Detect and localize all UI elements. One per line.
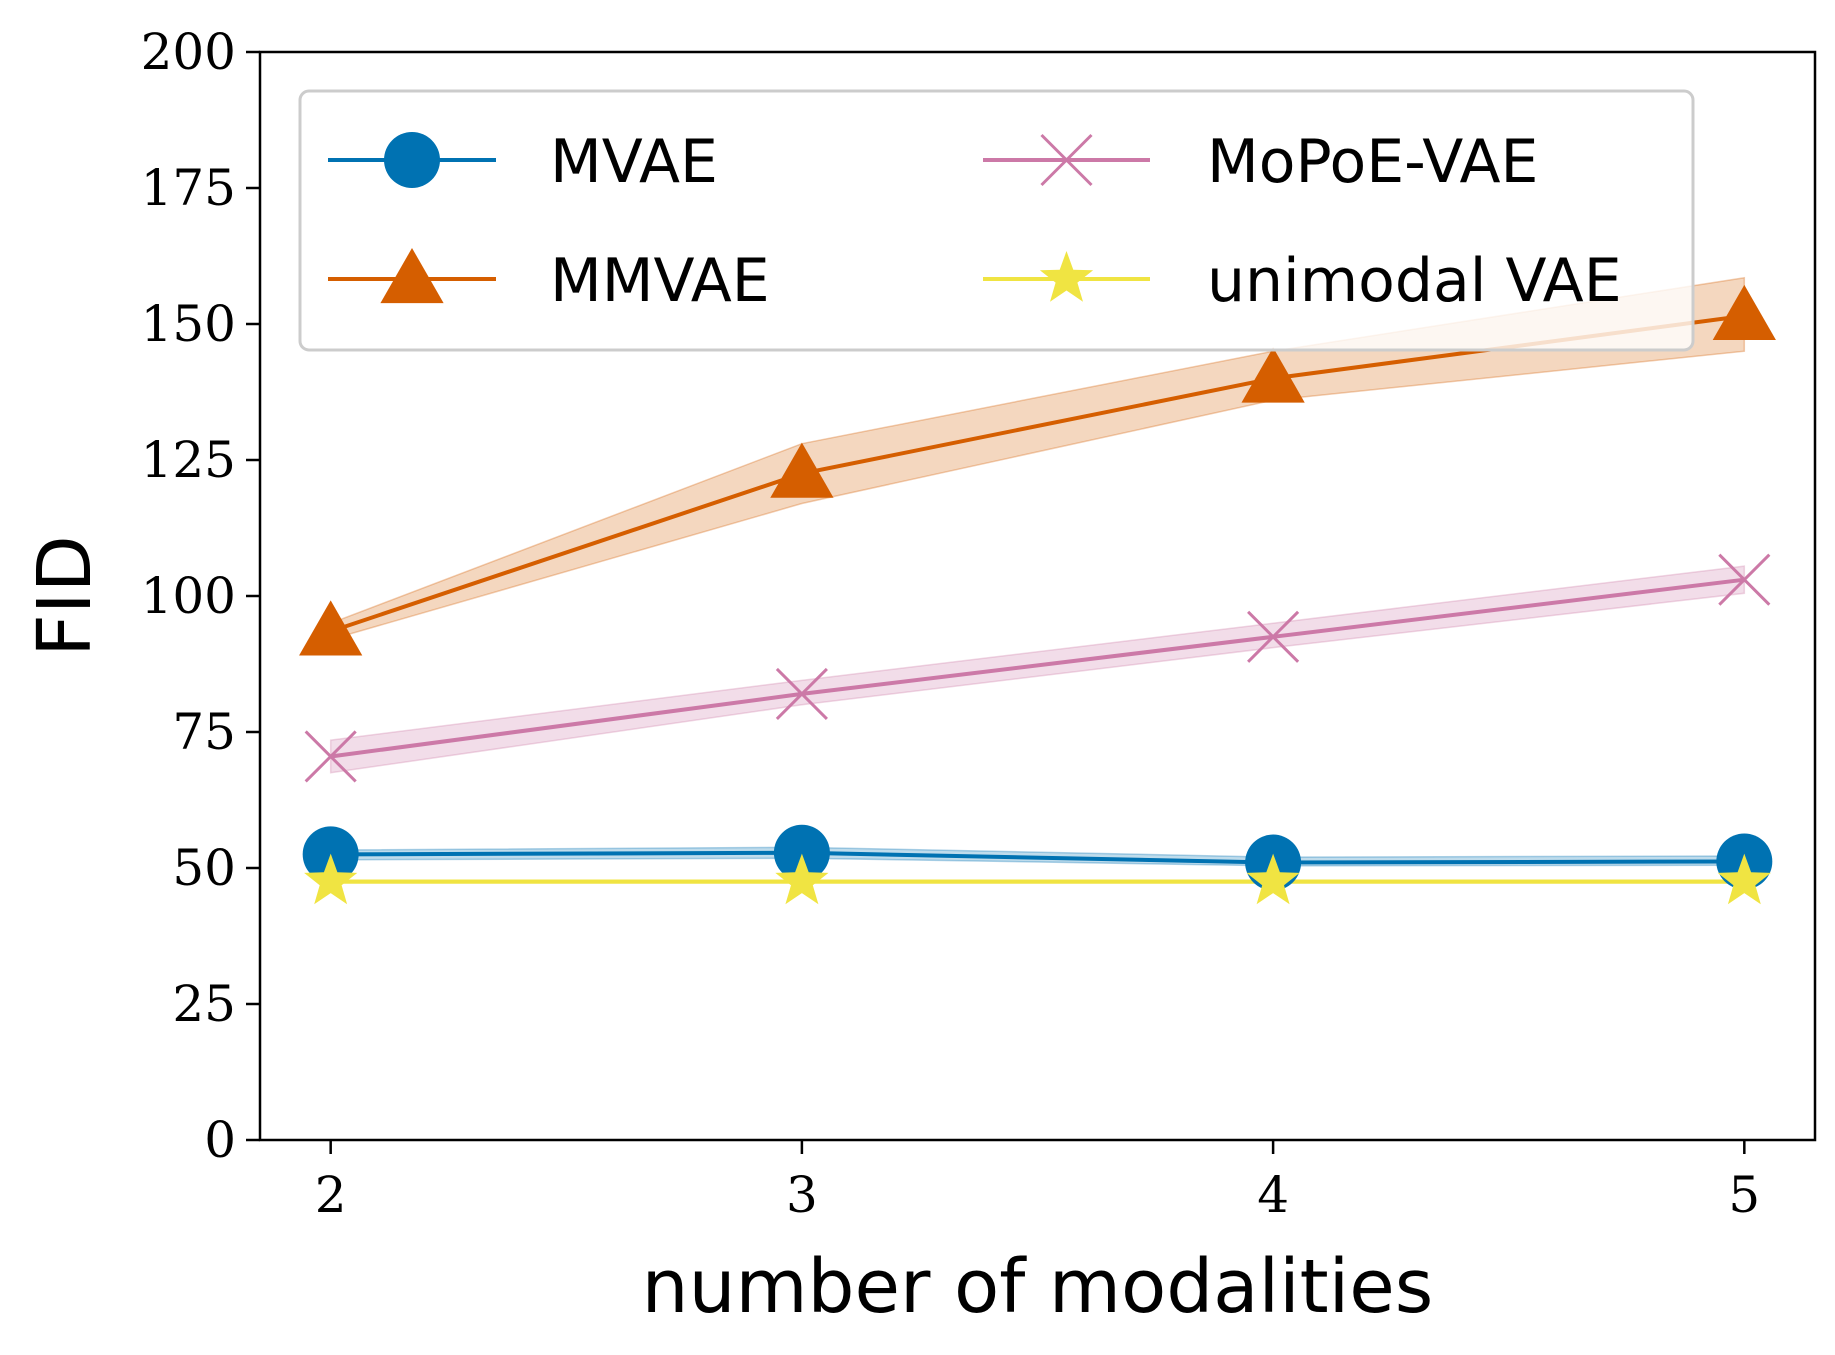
y-tick-label: 200 <box>141 23 236 81</box>
y-tick-label: 175 <box>141 159 236 217</box>
legend-marker-mopoe-vae <box>1040 133 1093 187</box>
legend-marker-mvae <box>384 132 440 188</box>
legend-box <box>298 89 1695 352</box>
mmvae-point <box>1712 284 1776 341</box>
y-tick-label: 75 <box>172 703 236 761</box>
mopoe-vae-point <box>775 667 828 720</box>
mopoe-vae-line <box>330 577 1745 759</box>
unimodal-vae-point <box>775 853 829 905</box>
unimodal-vae-point <box>1717 853 1771 905</box>
legend-label-mopoe-vae: MoPoE-VAE <box>1207 127 1538 197</box>
legend-label-mvae: MVAE <box>550 127 718 197</box>
series-markers <box>299 284 1776 905</box>
mopoe-vae-point <box>1247 610 1300 663</box>
mopoe-vae-point <box>1718 553 1771 606</box>
x-tick-label: 2 <box>315 1166 347 1224</box>
y-tick-label: 150 <box>141 295 236 353</box>
y-tick-label: 0 <box>204 1111 236 1169</box>
y-tick-label: 25 <box>172 975 236 1033</box>
legend-marker-unimodal-vae <box>1039 251 1094 302</box>
x-tick-label: 3 <box>786 1166 818 1224</box>
mopoe-vae-point <box>304 730 357 783</box>
y-tick-label: 100 <box>141 567 236 625</box>
y-axis-ticks: 0 25 50 75 100 125 150 175 200 <box>141 23 260 1169</box>
mvae-point <box>773 824 830 881</box>
x-axis-label: number of modalities <box>642 1244 1434 1330</box>
confidence-bands <box>329 276 1746 884</box>
mmvae-point <box>1241 347 1305 403</box>
legend-label-mmvae: MMVAE <box>550 246 770 316</box>
x-tick-label: 4 <box>1257 1166 1289 1224</box>
mvae-line <box>330 850 1745 865</box>
x-tick-label: 5 <box>1728 1166 1760 1224</box>
x-axis-ticks: 2 3 4 5 <box>315 1140 1760 1224</box>
y-tick-label: 125 <box>141 431 236 489</box>
legend-marker-mmvae <box>380 248 444 304</box>
legend-label-unimodal-vae: unimodal VAE <box>1207 246 1622 316</box>
mmvae-point <box>299 600 363 656</box>
unimodal-vae-point <box>304 853 358 905</box>
legend: MVAE MMVAE MoPoE-VAE unimodal VAE <box>298 89 1695 352</box>
mopoe-vae-band <box>329 565 1746 774</box>
y-axis-label: FID <box>22 535 108 656</box>
y-tick-label: 50 <box>172 839 236 897</box>
mmvae-point <box>770 442 834 498</box>
unimodal-vae-point <box>1246 853 1300 905</box>
mmvae-band <box>329 276 1746 641</box>
